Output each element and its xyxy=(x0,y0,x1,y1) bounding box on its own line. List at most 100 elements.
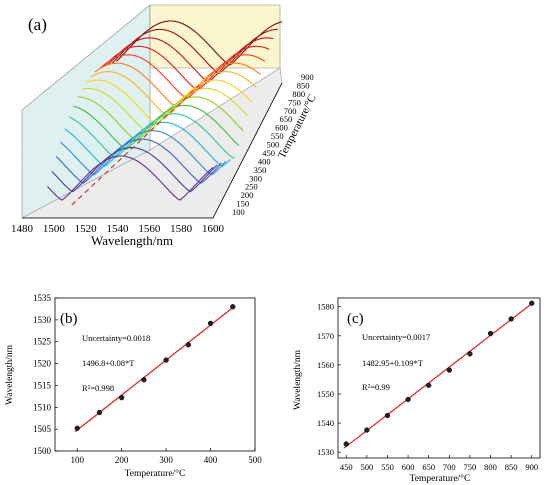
panel-b-linear-fit: 100 200 300 400 500 1500 1505 1510 1515 1520 1525 1… xyxy=(5,293,262,479)
data-point xyxy=(529,300,535,306)
spectrum-curve xyxy=(90,71,257,117)
z-tick-label: 850 xyxy=(297,80,310,90)
z-tick-label: 300 xyxy=(249,173,262,183)
y-tick-label: 1535 xyxy=(33,293,52,303)
data-point xyxy=(230,304,236,310)
z-tick-label: 500 xyxy=(267,140,280,150)
panel-c-linear-fit: 450 500 550 600 650 700 750 800 850 900 1530 1540 15… xyxy=(293,297,541,484)
x-tick-labels: 1480 1500 1520 1540 1560 1580 1600 xyxy=(11,223,225,235)
data-point xyxy=(74,425,80,431)
x-tick-label: 1600 xyxy=(202,223,225,235)
x-axis-title-b: Temperature/°C xyxy=(125,468,186,479)
x-axis-title-c: Temperature/°C xyxy=(410,473,471,484)
data-point xyxy=(343,441,349,447)
z-tick-label: 350 xyxy=(254,165,267,175)
x-tick-label: 600 xyxy=(402,462,415,472)
spectrum-curve xyxy=(47,155,214,201)
x-tick-label: 300 xyxy=(159,455,173,465)
y-tick-label: 1510 xyxy=(33,402,52,412)
y-tick-label: 1515 xyxy=(33,380,52,390)
z-tick-label: 800 xyxy=(292,89,305,99)
data-point xyxy=(96,409,103,416)
z-tick-label: 700 xyxy=(284,106,297,116)
y-tick-label: 1500 xyxy=(33,446,52,456)
annotation-uncertainty-b: Uncertainty=0.0018 xyxy=(82,333,150,343)
y-axis-title-c: Wavelength/nm xyxy=(293,349,303,410)
data-point xyxy=(364,427,370,433)
fit-line-b xyxy=(74,305,236,433)
z-tick-label: 900 xyxy=(301,72,314,82)
y-tick-label: 1570 xyxy=(317,331,334,341)
y-tick-label: 1525 xyxy=(33,337,52,347)
x-tick-label: 800 xyxy=(484,462,497,472)
data-point xyxy=(467,351,473,357)
data-point xyxy=(384,412,391,419)
panel-label-a: (a) xyxy=(28,15,47,34)
x-tick-label: 200 xyxy=(115,455,129,465)
data-point xyxy=(426,382,432,388)
spectrum-curve xyxy=(55,138,222,184)
spectrum-curve xyxy=(107,37,274,83)
data-point xyxy=(487,330,494,337)
spectrum-curve xyxy=(68,113,235,159)
x-tick-label: 750 xyxy=(464,462,477,472)
spectrum-curve xyxy=(60,130,227,176)
panel-label-b: (b) xyxy=(60,311,78,327)
panel-label-c: (c) xyxy=(347,311,364,327)
data-point xyxy=(508,316,514,322)
y-tick-label: 1550 xyxy=(317,389,334,399)
z-tick-label: 400 xyxy=(258,156,271,166)
y-tick-label: 1540 xyxy=(317,418,334,428)
spectrum-curve xyxy=(103,45,270,91)
data-point xyxy=(163,357,169,363)
data-point xyxy=(446,367,452,373)
x-tick-label: 400 xyxy=(204,455,218,465)
y-tick-label: 1530 xyxy=(317,447,334,457)
annotation-equation-b: 1496.8+0.08*T xyxy=(82,358,135,368)
y-tick-label: 1530 xyxy=(33,315,52,325)
annotation-r2-b: R²=0.998 xyxy=(82,383,114,393)
fit-line-c xyxy=(343,301,535,449)
x-tick-label: 450 xyxy=(340,462,353,472)
z-tick-label: 550 xyxy=(271,131,284,141)
x-tick-label: 1520 xyxy=(75,223,98,235)
z-tick-label: 200 xyxy=(241,190,254,200)
x-tick-label: 700 xyxy=(443,462,456,472)
x-tick-label: 650 xyxy=(422,462,435,472)
x-tick-label: 900 xyxy=(525,462,538,472)
x-tick-label: 550 xyxy=(381,462,394,472)
z-tick-labels: 1001502002503003504004505005506006507007… xyxy=(232,72,314,217)
x-tick-label: 100 xyxy=(70,455,84,465)
y-tick-label: 1505 xyxy=(33,424,52,434)
z-tick-label: 650 xyxy=(279,114,292,124)
x-tick-label: 1560 xyxy=(138,223,161,235)
x-tick-label: 1540 xyxy=(107,223,130,235)
data-point xyxy=(119,395,125,401)
x-tick-label: 850 xyxy=(505,462,518,472)
annotation-equation-c: 1482.95+0.109*T xyxy=(362,358,424,368)
y-axis-title-b: Wavelength/nm xyxy=(5,344,15,405)
spectrum-curve xyxy=(98,54,266,100)
y-tick-label: 1560 xyxy=(317,360,334,370)
plot-frame-b xyxy=(54,297,256,452)
annotation-uncertainty-c: Uncertainty=0.0017 xyxy=(362,332,430,342)
x-tick-label: 500 xyxy=(360,462,373,472)
z-tick-label: 150 xyxy=(236,199,249,209)
y-tick-label: 1520 xyxy=(33,359,52,369)
x-tick-label: 500 xyxy=(248,455,262,465)
y-tick-label: 1580 xyxy=(317,302,334,312)
shift-trend-arrow xyxy=(71,84,200,206)
panel-a-3d-spectra: 1480 1500 1520 1540 1560 1580 1600 10015020025… xyxy=(11,4,319,248)
x-tick-label: 1580 xyxy=(170,223,193,235)
z-tick-label: 750 xyxy=(288,97,301,107)
z-tick-label: 450 xyxy=(262,148,275,158)
plot-frame-c xyxy=(337,297,541,459)
spectrum-curve xyxy=(86,79,253,125)
spectrum-curve xyxy=(64,121,231,167)
x-tick-label: 1480 xyxy=(11,223,34,235)
z-axis-line xyxy=(212,82,283,219)
data-point xyxy=(405,396,411,403)
x-tick-label: 1500 xyxy=(43,223,66,235)
z-tick-label: 250 xyxy=(245,182,258,192)
